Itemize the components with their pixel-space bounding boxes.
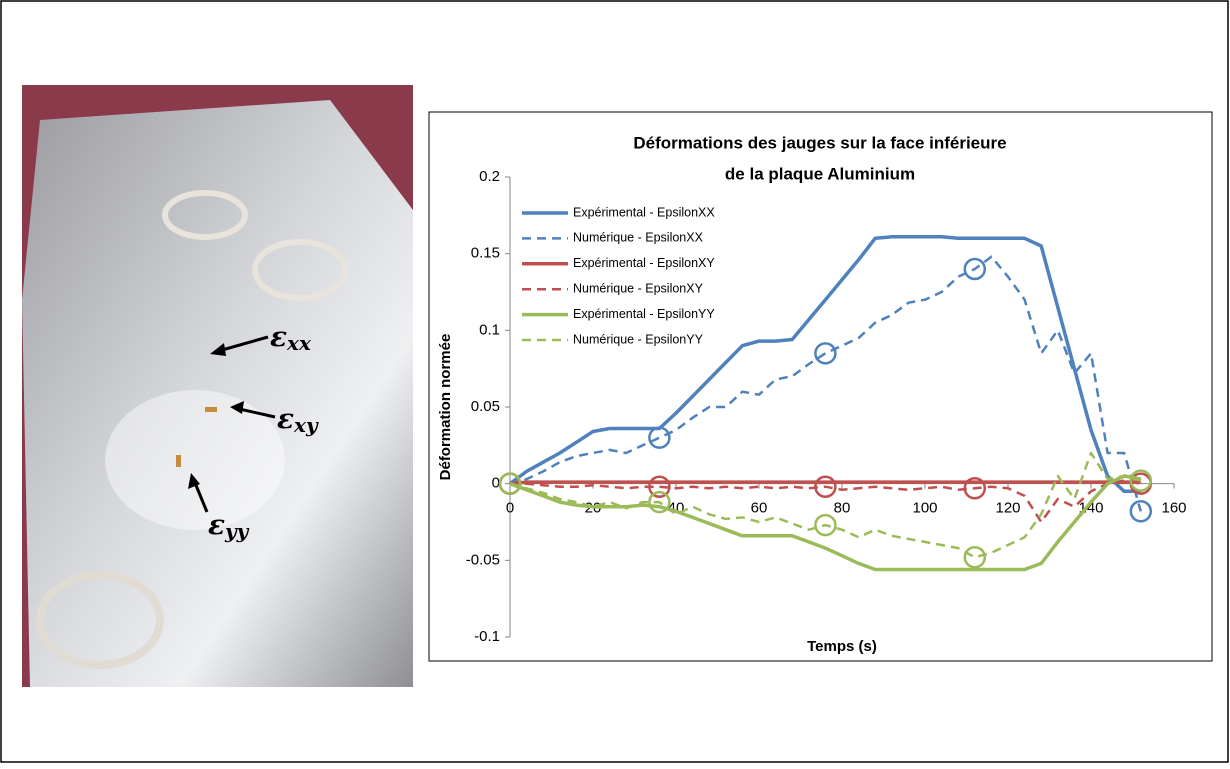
legend-label: Numérique - EpsilonXX: [573, 231, 704, 245]
chart-area: [428, 111, 1213, 662]
y-tick-label: 0.2: [479, 168, 500, 185]
circled-point: [648, 490, 671, 514]
circled-point: [648, 426, 671, 449]
circled-point: [814, 475, 837, 498]
x-tick-label: 120: [995, 500, 1020, 517]
x-axis-title: Temps (s): [807, 638, 877, 655]
y-tick-label: -0.05: [466, 551, 500, 568]
circled-point: [1129, 500, 1153, 523]
strain-label: εxy: [277, 402, 319, 437]
y-axis-title: Déformation normée: [437, 334, 454, 481]
legend-label: Expérimental - EpsilonXY: [573, 256, 715, 270]
circled-point: [963, 546, 987, 569]
x-tick-label: 160: [1161, 500, 1186, 517]
series-line: [508, 235, 1141, 494]
strain-label: εyy: [208, 508, 250, 543]
chart-title: de la plaque Aluminium: [725, 164, 915, 183]
legend-label: Numérique - EpsilonXY: [573, 281, 704, 295]
y-tick-label: -0.1: [474, 628, 500, 645]
legend-label: Numérique - EpsilonYY: [573, 332, 704, 346]
circled-point: [814, 342, 837, 365]
x-tick-label: 60: [751, 500, 768, 517]
legend-label: Expérimental - EpsilonXX: [573, 205, 715, 219]
y-tick-label: 0.05: [471, 398, 500, 415]
y-tick-label: 0: [492, 475, 500, 492]
y-tick-label: 0.15: [471, 245, 500, 262]
circled-point: [498, 472, 522, 495]
y-tick-label: 0.1: [479, 321, 500, 338]
series-line: [509, 255, 1143, 512]
legend-label: Expérimental - EpsilonYY: [573, 307, 715, 321]
x-tick-label: 0: [506, 500, 514, 517]
strain-label: εxx: [270, 320, 312, 355]
circled-point: [1129, 469, 1153, 492]
photo: εxx εxy εyy: [22, 85, 413, 687]
series-line: [509, 474, 1142, 572]
circled-point: [648, 475, 671, 498]
x-tick-label: 100: [912, 500, 937, 517]
x-tick-label: 140: [1078, 500, 1103, 517]
chart: Déformations des jauges sur la face infé…: [428, 111, 1213, 662]
series-line: [510, 479, 1142, 524]
chart-title: Déformations des jauges sur la face infé…: [633, 133, 1006, 152]
circled-point: [963, 257, 987, 281]
x-tick-label: 80: [834, 500, 851, 517]
circled-point: [814, 513, 837, 537]
series-line: [509, 451, 1142, 559]
series-line: [509, 480, 1141, 486]
circled-point: [963, 477, 987, 500]
